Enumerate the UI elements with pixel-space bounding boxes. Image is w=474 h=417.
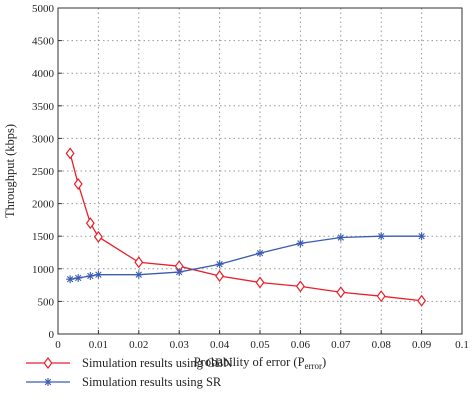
data-point: [255, 276, 265, 289]
y-tick-label: 1000: [32, 264, 55, 276]
legend: Simulation results using GBN Simulation r…: [26, 356, 232, 389]
x-axis-label-subscript: error: [305, 361, 323, 371]
data-point: [74, 273, 83, 282]
data-point: [86, 271, 95, 280]
data-point: [256, 249, 264, 258]
data-point: [93, 230, 103, 243]
data-point: [175, 268, 184, 277]
data-point: [66, 275, 75, 284]
data-point: [65, 147, 75, 160]
legend-entry: Simulation results using SR: [26, 375, 222, 389]
x-axis-label-close: ): [322, 355, 326, 369]
legend-label: Simulation results using GBN: [82, 356, 232, 370]
data-point: [215, 269, 225, 282]
data-point: [295, 280, 305, 293]
data-point: [94, 270, 103, 279]
legend-label: Simulation results using SR: [82, 375, 222, 389]
data-point: [134, 256, 144, 269]
y-axis-label: Throughput (kbps): [3, 124, 17, 218]
data-point: [296, 239, 305, 248]
y-tick-label: 2000: [32, 199, 55, 211]
x-axis-label-main: Probability of error (P: [194, 355, 305, 369]
x-tick-label: 0.05: [250, 339, 270, 351]
data-point: [417, 232, 426, 241]
y-tick-label: 500: [38, 296, 55, 308]
y-tick-label: 0: [49, 329, 55, 341]
data-point: [44, 378, 52, 386]
series-sr: [66, 232, 426, 284]
y-tick-label: 4500: [32, 36, 55, 48]
legend-entry: Simulation results using GBN: [26, 356, 232, 370]
series-line: [69, 153, 422, 302]
x-tick-label: 0: [55, 339, 61, 351]
data-point: [43, 357, 53, 369]
series-line: [70, 235, 422, 280]
x-tick-label: 0.03: [170, 339, 190, 351]
x-tick-label: 0.06: [291, 339, 311, 351]
y-tick-label: 2500: [32, 166, 55, 178]
y-tick-label: 5000: [32, 3, 55, 15]
series-gbn: [65, 147, 427, 307]
data-point: [85, 217, 95, 230]
x-tick-label: 0.07: [331, 339, 351, 351]
data-point: [73, 178, 83, 191]
x-tick-label: 0.04: [210, 339, 230, 351]
data-point: [336, 233, 345, 242]
data-point: [377, 232, 386, 241]
x-tick-label: 0.02: [129, 339, 148, 351]
grid-lines: [58, 8, 462, 334]
x-axis-label: Probability of error (Perror): [194, 355, 326, 371]
data-point: [376, 290, 386, 303]
data-point: [336, 286, 346, 299]
y-axis-ticks: 0 500 1000 1500 2000 2500 3000 3500 4000 4500 5000: [32, 3, 62, 341]
data-point: [215, 260, 224, 269]
x-tick-label: 0.09: [412, 339, 432, 351]
y-tick-label: 1500: [32, 231, 55, 243]
data-point: [417, 294, 427, 307]
x-tick-label: 0.1: [455, 339, 469, 351]
y-tick-label: 4000: [32, 68, 55, 80]
series-layer: [65, 147, 427, 307]
x-tick-label: 0.01: [89, 339, 108, 351]
y-tick-label: 3000: [32, 133, 55, 145]
x-tick-label: 0.08: [372, 339, 392, 351]
y-tick-label: 3500: [32, 101, 55, 113]
data-point: [134, 270, 143, 279]
x-axis-ticks: 0 0.01 0.02 0.03 0.04 0.05 0.06 0.07 0.08 0.09 0.1: [55, 330, 469, 351]
